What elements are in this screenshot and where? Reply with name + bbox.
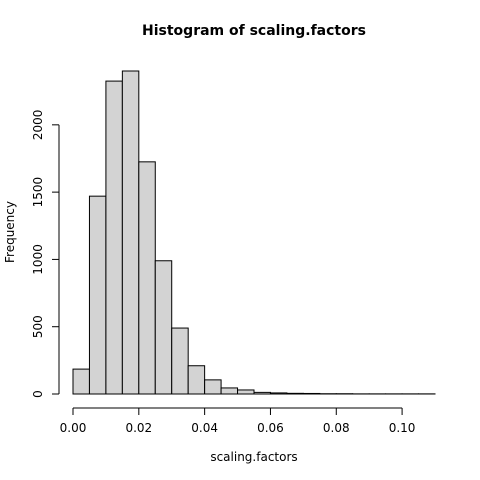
- histogram-bar: [237, 389, 255, 395]
- y-axis-label: Frequency: [3, 201, 17, 263]
- histogram-bar: [105, 80, 123, 395]
- x-tick-label: 0.02: [125, 421, 152, 435]
- chart-title: Histogram of scaling.factors: [142, 23, 366, 39]
- histogram-bar: [253, 391, 271, 395]
- y-tick-label: 500: [31, 315, 45, 338]
- y-tick-label: 1500: [31, 177, 45, 208]
- x-tick-label: 0.00: [60, 421, 87, 435]
- histogram-bar: [138, 161, 156, 395]
- x-axis: 0.00 0.02 0.04 0.06 0.08 0.10: [60, 407, 416, 435]
- histogram-bar: [269, 392, 288, 395]
- x-tick-label: 0.10: [389, 421, 416, 435]
- y-tick-label: 0: [31, 390, 45, 398]
- histogram-bar: [220, 387, 239, 395]
- histogram-bar: [302, 392, 321, 395]
- histogram-bar: [204, 379, 222, 395]
- x-axis-label: scaling.factors: [210, 450, 297, 464]
- y-tick-label: 2000: [31, 110, 45, 141]
- x-tick-label: 0.08: [323, 421, 350, 435]
- x-tick-label: 0.04: [191, 421, 218, 435]
- histogram-bar: [187, 365, 206, 395]
- histogram-bar: [154, 260, 173, 395]
- histogram-bar: [88, 195, 107, 395]
- y-tick-label: 1000: [31, 244, 45, 275]
- bars-group: [72, 70, 436, 395]
- histogram-bar: [171, 327, 189, 395]
- histogram-bar: [286, 392, 304, 395]
- x-tick-label: 0.06: [257, 421, 284, 435]
- histogram-bar: [121, 70, 140, 395]
- y-axis: 0 500 1000 1500 2000: [31, 110, 60, 398]
- histogram-bar: [72, 368, 90, 395]
